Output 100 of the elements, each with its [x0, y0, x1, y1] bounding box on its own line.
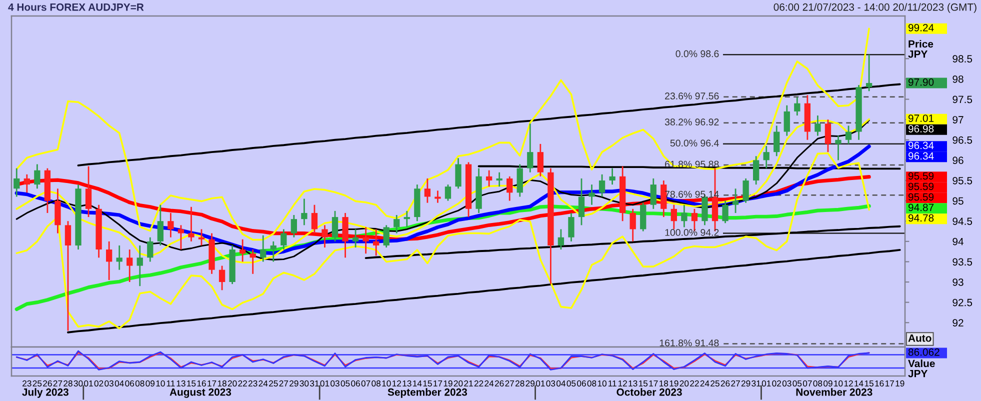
x-tick-label: 13	[628, 380, 638, 386]
y-axis-title: Price JPY	[908, 40, 934, 58]
candlestick	[270, 240, 276, 262]
x-tick-label: 22	[474, 380, 484, 386]
x-tick-label: 15	[638, 380, 648, 386]
y-tick-label: 98.5	[952, 55, 972, 63]
candlestick	[598, 174, 606, 198]
x-tick-label: 27	[279, 380, 288, 386]
text: 94.78	[908, 214, 934, 222]
candlestick	[742, 178, 749, 204]
y-tick-label: 93.5	[952, 258, 972, 266]
x-tick-label: 25	[269, 380, 278, 386]
candlestick	[568, 212, 574, 242]
x-tick-label: 14	[413, 380, 422, 386]
candlestick	[373, 228, 380, 256]
candlestick	[588, 184, 595, 206]
candlestick	[14, 168, 20, 198]
x-tick-label: 20	[454, 380, 463, 386]
candlestick	[824, 118, 832, 153]
x-tick-label: 24	[700, 380, 710, 386]
candlestick	[168, 212, 174, 238]
text: 94.87	[908, 204, 934, 212]
ref-line-label: 50.0% 96.4	[670, 140, 719, 147]
y-tick-label: 92	[952, 319, 964, 327]
x-tick-label: 15	[187, 380, 196, 386]
candlestick	[250, 248, 256, 275]
x-tick-label: 18	[218, 380, 226, 386]
x-tick-label: 15	[864, 380, 874, 386]
x-tick-label: 20	[228, 380, 237, 386]
x-tick-label: 16	[197, 380, 206, 386]
x-tick-label: 15	[423, 380, 432, 386]
candlestick	[527, 122, 534, 174]
y-tick-label: 96	[952, 156, 964, 164]
x-tick-label: 05	[566, 380, 576, 386]
x-tick-label: 03	[546, 380, 556, 386]
x-tick-label: 10	[382, 380, 391, 386]
text: 95.59	[908, 172, 934, 180]
candlestick	[630, 208, 636, 242]
candlestick	[157, 204, 164, 246]
y-tick-label: 94	[952, 238, 964, 246]
x-tick-label: 26	[720, 380, 730, 386]
x-tick-label: 05	[340, 380, 350, 386]
candlestick	[486, 170, 492, 188]
candlestick	[198, 228, 205, 246]
x-tick-label: 26	[494, 380, 504, 386]
x-tick-label: 12	[618, 380, 627, 386]
candlestick	[301, 198, 308, 226]
y-axis-title: Value JPY	[908, 360, 935, 378]
y-tick-label: 93	[952, 278, 964, 286]
x-tick-label: 19	[444, 380, 452, 386]
x-tick-label: 18	[660, 380, 668, 386]
text: July 2023	[22, 388, 68, 398]
x-tick-label: 03	[330, 380, 340, 386]
x-tick-label: 06	[577, 380, 586, 386]
candlestick	[311, 204, 318, 234]
x-tick-label: 10	[834, 380, 843, 386]
x-tick-label: 17	[649, 380, 658, 386]
text: 95.59	[908, 182, 934, 190]
x-tick-label: 01	[536, 380, 545, 386]
text: 86.062	[908, 348, 940, 356]
candlestick	[322, 224, 328, 248]
x-tick-label: 11	[166, 380, 175, 386]
x-tick-label: 17	[208, 380, 216, 386]
candlestick	[814, 114, 821, 137]
x-tick-label: 05	[792, 380, 802, 386]
x-tick-label: 11	[608, 380, 616, 386]
x-tick-label: 28	[64, 380, 72, 386]
x-tick-label: 03	[782, 380, 792, 386]
x-tick-label: 29	[741, 380, 750, 386]
x-tick-label: 12	[844, 380, 853, 386]
x-tick-label: 21	[464, 380, 473, 386]
x-tick-label: 29	[526, 380, 535, 386]
x-tick-label: 27	[53, 380, 62, 386]
candlestick	[404, 210, 410, 228]
y-tick-label: 92.5	[952, 298, 972, 306]
candlestick	[835, 135, 842, 161]
candlestick	[444, 184, 452, 202]
x-tick-label: 04	[556, 380, 566, 386]
candlestick	[558, 228, 564, 250]
candlestick	[85, 166, 92, 218]
x-tick-label: 09	[146, 380, 155, 386]
x-tick-label: 10	[598, 380, 606, 386]
x-tick-label: 12	[392, 380, 401, 386]
candlestick	[845, 124, 852, 145]
candlestick	[362, 226, 369, 254]
x-tick-label: 17	[885, 380, 894, 386]
candlestick	[352, 228, 359, 248]
x-tick-label: 14	[854, 380, 864, 386]
x-tick-label: 31	[310, 380, 319, 386]
candlestick	[239, 238, 246, 262]
y-tick-label: 94.5	[952, 218, 972, 225]
x-tick-label: 13	[176, 380, 186, 386]
x-tick-label: 25	[710, 380, 720, 386]
x-tick-label: 19	[896, 380, 904, 386]
candlestick	[424, 178, 431, 204]
text: November 2023	[796, 388, 872, 396]
text: 95.59	[908, 193, 934, 201]
candlestick	[670, 204, 678, 230]
x-tick-label: 07	[361, 380, 370, 386]
x-tick-label: 29	[290, 380, 298, 386]
